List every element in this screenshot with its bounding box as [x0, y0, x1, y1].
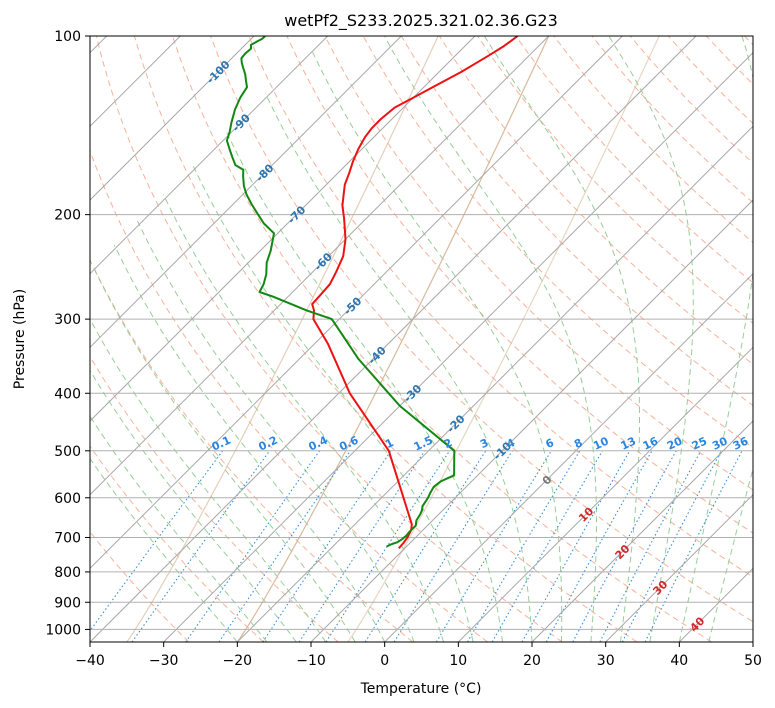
moist-adiabat [265, 93, 533, 642]
mixing-ratio-line [218, 450, 351, 642]
x-tick-label: 0 [380, 653, 389, 669]
x-tick-label: 20 [523, 653, 541, 669]
isotherm-line [90, 36, 550, 496]
x-tick-label: 30 [597, 653, 615, 669]
x-tick-label: −10 [296, 653, 326, 669]
mixing-ratio-line [644, 450, 743, 642]
dry-adiabat [210, 36, 753, 623]
y-tick-label: 600 [54, 491, 81, 507]
isotherm-line [90, 36, 402, 349]
temperature-profile-line [311, 36, 519, 549]
mixing-ratio-line [185, 450, 321, 642]
mixing-ratio-label: 36 [731, 434, 751, 452]
isotherm-line [90, 36, 476, 422]
mixing-ratio-label: 20 [665, 434, 685, 452]
isotherm-line [457, 346, 753, 642]
y-tick-label: 700 [54, 531, 81, 547]
moist-adiabat [192, 164, 474, 642]
moist-adiabat [90, 318, 327, 642]
isotherm-line [236, 125, 753, 642]
isotherm-line [90, 36, 623, 570]
x-tick-label: 50 [744, 653, 762, 669]
y-tick-label: 500 [54, 444, 81, 460]
moist-adiabat [608, 36, 694, 642]
x-tick-label: −20 [223, 653, 253, 669]
x-tick-label: −30 [149, 653, 179, 669]
dewpoint-profile-line [225, 36, 456, 548]
thermo-reference-curve [347, 36, 660, 642]
isotherm-line [90, 36, 329, 275]
mixing-ratio-label: 16 [641, 434, 661, 452]
dry-adiabat [477, 36, 753, 324]
chart-title: wetPf2_S233.2025.321.02.36.G23 [284, 11, 558, 31]
dry-adiabat [90, 445, 264, 642]
mixing-ratio-label: 10 [591, 434, 611, 452]
isotherm-line [90, 36, 697, 642]
x-tick-label: 10 [449, 653, 467, 669]
isotherm-line [531, 420, 753, 642]
dry-adiabat [172, 36, 712, 642]
plot-frame [89, 35, 754, 643]
y-tick-label: 300 [54, 312, 81, 328]
dry-adiabat [248, 36, 753, 578]
moist-adiabat [483, 36, 640, 642]
moist-adiabat [90, 457, 238, 642]
y-tick-label: 1000 [45, 622, 81, 638]
y-tick-label: 400 [54, 386, 81, 402]
mixing-ratio-line [90, 450, 224, 632]
moist-adiabat [92, 266, 356, 642]
isotherm-line [310, 199, 753, 642]
y-tick-label: 800 [54, 565, 81, 581]
background-lines [90, 36, 753, 642]
isotherm-line [605, 493, 753, 642]
dry-adiabat [515, 36, 753, 284]
moist-adiabat [90, 415, 268, 642]
mixing-ratio-label: 13 [619, 435, 638, 453]
mixing-ratio-label: 25 [690, 435, 709, 453]
sounding-lines [225, 36, 519, 549]
moist-adiabat [678, 36, 753, 642]
mixing-ratio-line [521, 450, 631, 642]
y-axis-title: Pressure (hPa) [12, 289, 28, 389]
mixing-ratio-line [435, 450, 552, 642]
moist-adiabat [113, 244, 386, 642]
mixing-ratio-label: 30 [710, 434, 730, 452]
y-axis: 100 200 300 400 500 600 700 800 900 1000 [45, 29, 90, 638]
mixing-ratio-line [131, 450, 271, 642]
moist-adiabat [310, 48, 563, 642]
x-axis: −40 −30 −20 −10 0 10 20 30 40 50 [75, 642, 762, 669]
y-tick-label: 100 [54, 29, 81, 45]
thermo-reference-curve [126, 36, 439, 642]
y-tick-label: 900 [54, 595, 81, 611]
isotherm-line [90, 36, 255, 201]
mixing-ratio-line [572, 450, 677, 642]
x-tick-label: 40 [670, 653, 688, 669]
y-tick-label: 200 [54, 208, 81, 224]
mixing-ratio-line [599, 450, 702, 642]
mixing-ratio-line [262, 450, 392, 642]
dry-adiabat [95, 36, 563, 642]
moist-adiabat [708, 466, 753, 642]
dry-adiabat [286, 36, 753, 534]
mixing-ratio-line [325, 450, 451, 642]
mixing-ratio-line [298, 450, 426, 642]
x-axis-title: Temperature (°C) [360, 681, 482, 697]
moist-adiabat [137, 220, 415, 642]
mixing-ratio-line [545, 450, 653, 642]
mixing-ratio-line [364, 450, 487, 642]
moist-adiabat [162, 194, 445, 642]
isotherm-line [163, 51, 753, 642]
dry-adiabat [90, 355, 339, 642]
thermo-reference-curve [236, 36, 550, 642]
x-tick-label: −40 [75, 653, 105, 669]
isotherm-line [384, 272, 753, 642]
